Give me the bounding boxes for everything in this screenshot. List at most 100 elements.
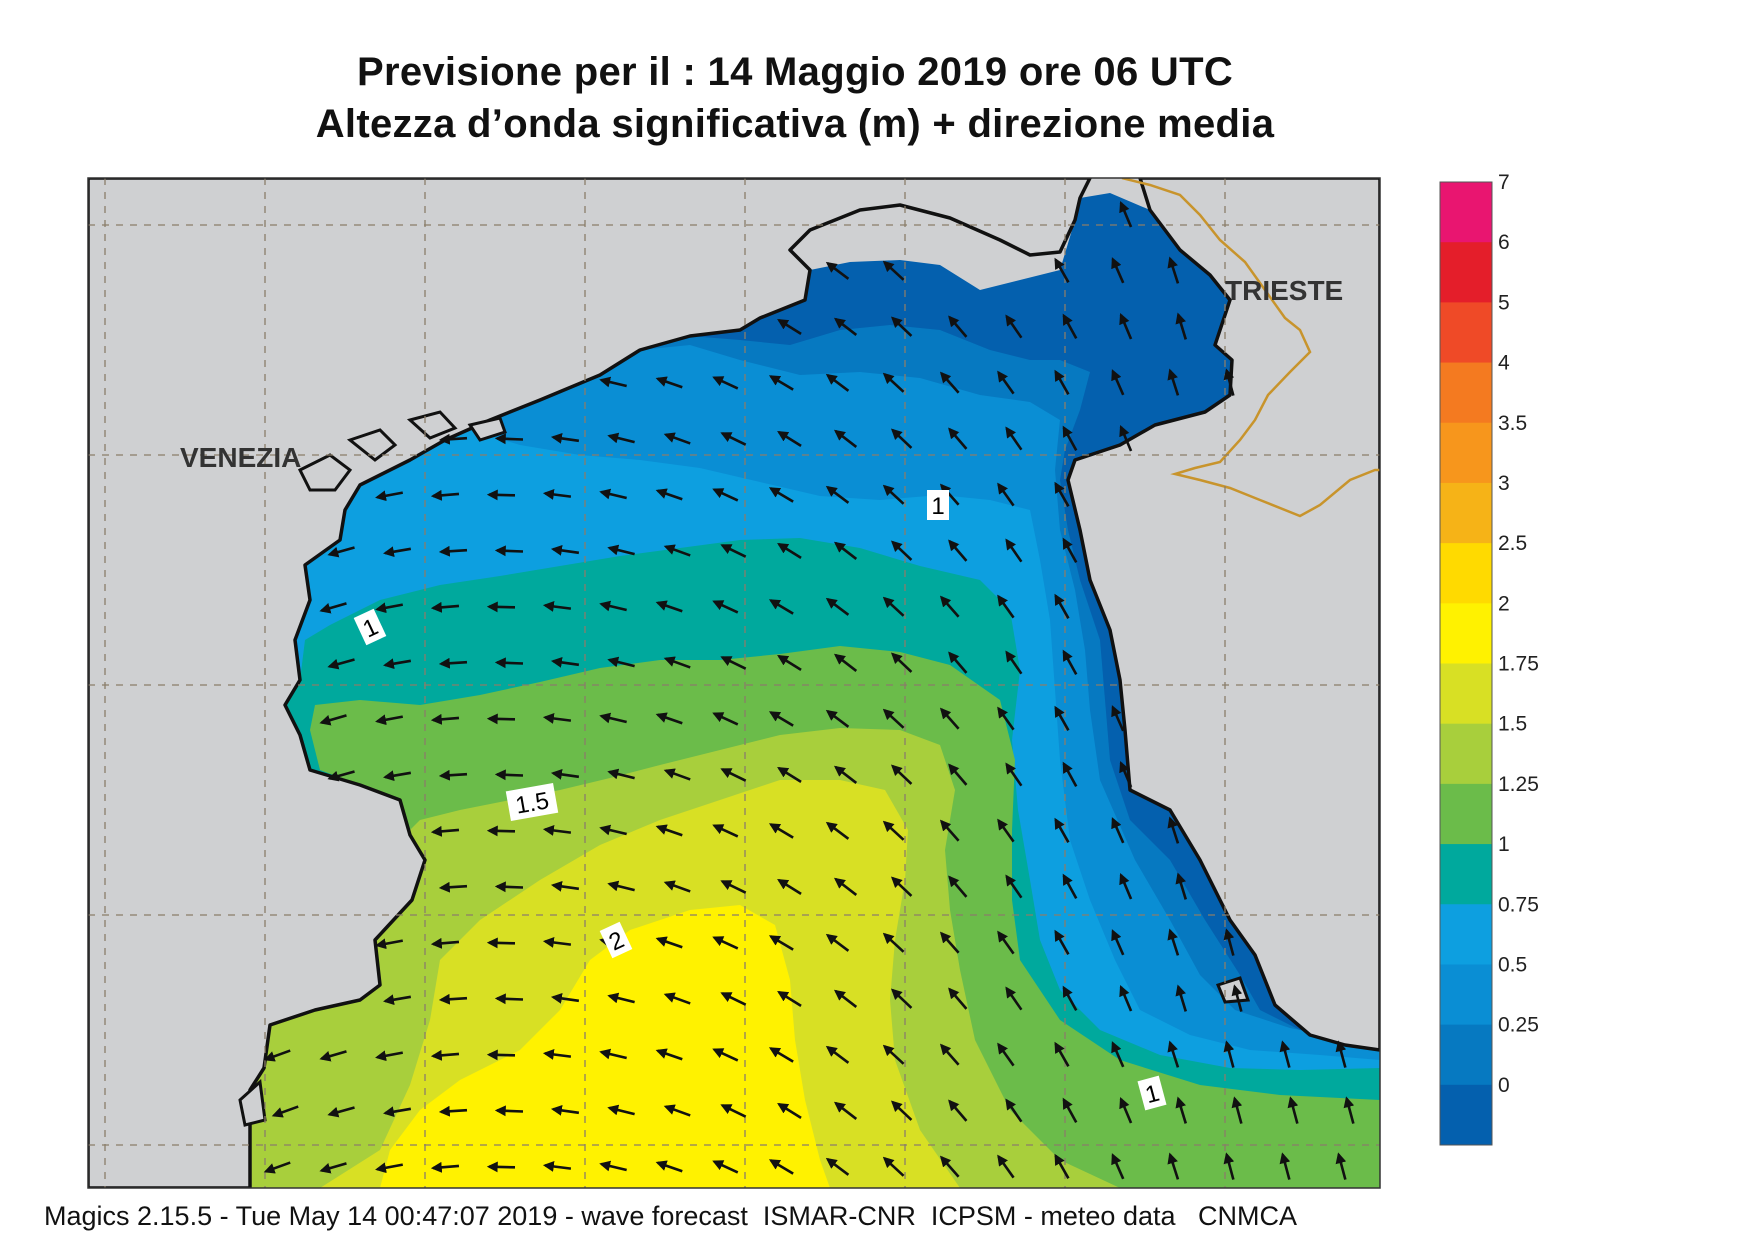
- graticule: [88, 178, 1380, 1188]
- wave-direction-arrow: [319, 1162, 347, 1174]
- wave-direction-arrow: [948, 539, 968, 562]
- wave-direction-arrow: [777, 319, 802, 335]
- legend-swatch: [1440, 964, 1492, 1026]
- wave-direction-arrow: [882, 260, 905, 281]
- wave-direction-arrow: [833, 1101, 858, 1120]
- legend-label: 0: [1498, 1074, 1510, 1097]
- wave-direction-arrow: [494, 881, 524, 893]
- wave-direction-arrow: [997, 706, 1015, 731]
- wave-direction-arrow: [948, 427, 968, 450]
- land-east-coast: [1066, 178, 1380, 1052]
- wave-direction-arrow: [1005, 538, 1023, 563]
- wave-direction-arrow: [890, 316, 913, 337]
- legend-swatch: [1440, 422, 1492, 484]
- wave-direction-arrow: [430, 713, 460, 725]
- wave-direction-arrow: [712, 1048, 739, 1062]
- wave-direction-arrow: [997, 594, 1015, 619]
- wave-direction-arrow: [327, 770, 355, 782]
- wave-direction-arrow: [720, 992, 747, 1006]
- footer-credits: Magics 2.15.5 - Tue May 14 00:47:07 2019…: [44, 1201, 1297, 1231]
- wave-direction-arrow: [607, 880, 635, 892]
- legend-label: 6: [1498, 231, 1510, 254]
- wave-direction-arrow: [1167, 368, 1180, 396]
- wave-direction-arrow: [663, 880, 691, 893]
- wave-direction-arrow: [486, 1161, 516, 1173]
- wave-direction-arrow: [777, 431, 802, 447]
- legend-swatch: [1440, 723, 1492, 785]
- wave-direction-arrow: [486, 489, 516, 501]
- city-label-trieste: TRIESTE: [1225, 275, 1343, 306]
- wave-direction-arrow: [825, 1157, 850, 1176]
- legend-swatch: [1440, 242, 1492, 303]
- contour-label: 1.5: [513, 787, 551, 819]
- wave-direction-arrow: [1054, 481, 1070, 507]
- legend-label: 1.5: [1498, 713, 1527, 736]
- wave-direction-arrow: [271, 1105, 299, 1118]
- wave-direction-arrow: [1175, 1096, 1188, 1124]
- wave-direction-arrow: [542, 713, 572, 724]
- wave-direction-arrow: [890, 540, 913, 561]
- wave-direction-arrow: [1119, 425, 1133, 452]
- wave-direction-arrow: [768, 1159, 794, 1175]
- wave-direction-arrow: [720, 432, 747, 446]
- wave-direction-arrow: [777, 767, 802, 783]
- wave-direction-arrow: [997, 482, 1015, 507]
- wave-direction-arrow: [599, 488, 627, 500]
- wave-direction-arrow: [1231, 1096, 1243, 1124]
- wave-direction-arrow: [655, 376, 683, 389]
- wave-direction-arrow: [825, 933, 850, 952]
- wave-direction-arrow: [825, 1045, 850, 1064]
- legend-swatch: [1440, 603, 1492, 664]
- legend-label: 0.25: [1498, 1014, 1539, 1037]
- wave-direction-arrow: [833, 765, 858, 784]
- wave-direction-arrow: [882, 596, 905, 617]
- wave-direction-arrow: [1119, 313, 1133, 340]
- wave-direction-arrow: [607, 1104, 635, 1116]
- wave-direction-arrow: [607, 768, 635, 780]
- wave-direction-arrow: [948, 987, 968, 1010]
- wave-direction-arrow: [825, 261, 850, 280]
- wave-direction-arrow: [777, 879, 802, 895]
- wave-direction-arrow: [1054, 817, 1070, 843]
- wave-direction-arrow: [319, 714, 347, 726]
- wave-direction-arrow: [825, 597, 850, 616]
- wave-direction-arrow: [939, 371, 960, 394]
- legend-swatch: [1440, 302, 1492, 364]
- wave-direction-arrow: [997, 930, 1015, 955]
- wave-direction-arrow: [486, 601, 516, 613]
- wave-direction-arrow: [997, 1042, 1015, 1067]
- wave-direction-arrow: [768, 935, 794, 951]
- wave-direction-arrow: [1062, 649, 1078, 676]
- wave-direction-arrow: [1111, 705, 1125, 732]
- wave-direction-arrow: [263, 1049, 291, 1062]
- legend-label: 1.25: [1498, 773, 1539, 796]
- wave-direction-arrow: [768, 823, 794, 839]
- legend-label: 2.5: [1498, 532, 1527, 555]
- wave-direction-arrow: [1054, 929, 1070, 955]
- legend-label: 7: [1498, 171, 1510, 194]
- wave-direction-arrow: [833, 653, 858, 672]
- wave-direction-arrow: [882, 932, 905, 953]
- wave-direction-arrow: [1054, 1153, 1070, 1179]
- wave-direction-arrow: [1111, 257, 1125, 284]
- wave-direction-arrow: [430, 1161, 460, 1173]
- legend-swatch: [1440, 783, 1492, 845]
- wave-direction-arrow: [882, 1044, 905, 1065]
- wave-direction-arrow: [833, 317, 858, 336]
- wave-direction-arrow: [438, 545, 468, 557]
- country-border: [1121, 178, 1380, 518]
- wave-direction-arrow: [550, 544, 580, 556]
- wave-direction-arrow: [655, 1048, 683, 1061]
- color-legend: 7 6 5 4 3.5 3 2.5 2 1.75 1.5 1.25 1 0.75 0.5 0.25 0: [1439, 171, 1539, 1146]
- wave-direction-arrow: [1111, 929, 1125, 956]
- wave-direction-arrow: [882, 372, 905, 393]
- wave-direction-arrow: [383, 546, 412, 558]
- legend-swatch: [1440, 1084, 1492, 1146]
- wave-direction-arrow: [939, 931, 960, 954]
- wave-direction-arrow: [663, 768, 691, 781]
- wave-direction-arrow: [663, 656, 691, 669]
- wave-direction-arrow: [1054, 257, 1070, 283]
- wave-direction-arrow: [890, 652, 913, 673]
- wave-direction-arrow: [1335, 1152, 1347, 1180]
- wave-direction-arrow: [712, 712, 739, 726]
